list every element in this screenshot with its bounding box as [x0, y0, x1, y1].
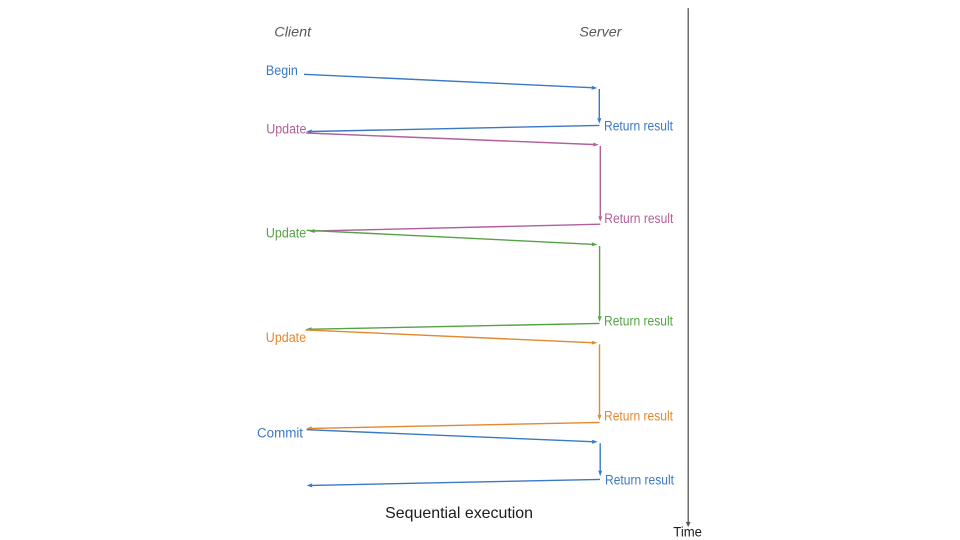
svg-text:Return result: Return result: [604, 313, 673, 328]
svg-text:Time: Time: [673, 525, 702, 540]
svg-text:Return result: Return result: [604, 118, 673, 133]
svg-text:Return result: Return result: [605, 473, 674, 488]
svg-text:Client: Client: [274, 25, 312, 40]
svg-text:Server: Server: [579, 25, 622, 40]
svg-text:Begin: Begin: [266, 63, 298, 78]
svg-text:Return result: Return result: [604, 211, 673, 226]
svg-text:Update: Update: [266, 330, 306, 345]
svg-text:Commit: Commit: [257, 426, 303, 441]
svg-text:Update: Update: [266, 226, 306, 241]
svg-text:Return result: Return result: [604, 409, 673, 424]
svg-text:Sequential execution: Sequential execution: [385, 505, 533, 522]
svg-text:Update: Update: [266, 122, 306, 137]
